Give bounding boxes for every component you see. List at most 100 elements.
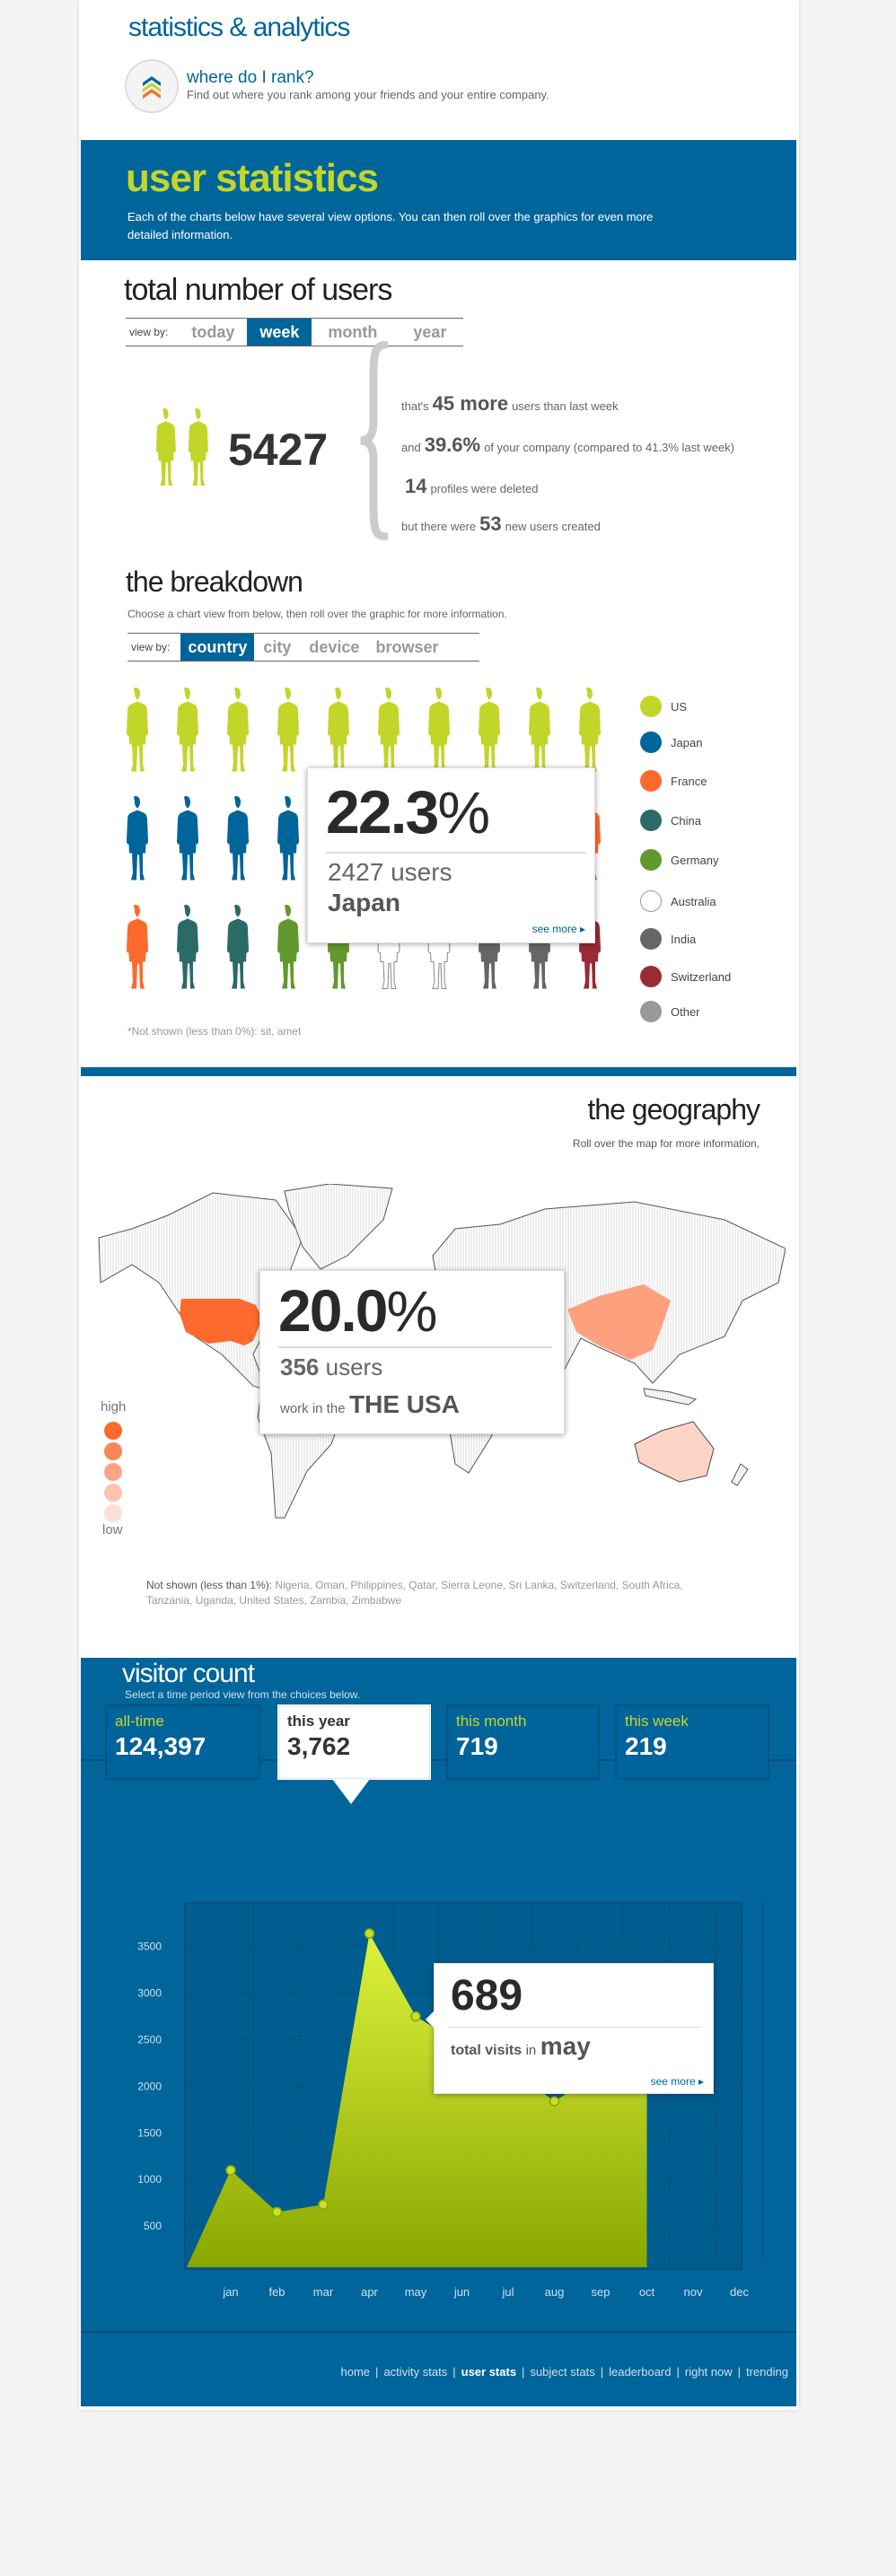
person-figure-japan[interactable] [227, 796, 249, 881]
legend-item-us[interactable]: US [640, 696, 687, 717]
person-figure-us[interactable] [529, 688, 550, 772]
tooltip-percent: 22.3 [326, 778, 439, 846]
section-title-visitor-count: visitor count [122, 1659, 255, 1688]
person-figure-china[interactable] [177, 905, 198, 989]
stat-post: profiles were deleted [430, 482, 539, 495]
map-new-zealand[interactable] [731, 1463, 749, 1486]
x-tick-label: mar [313, 2285, 334, 2299]
legend-item-germany[interactable]: Germany [640, 849, 718, 871]
map-country-usa[interactable] [180, 1299, 262, 1345]
tooltip-month: may [540, 2032, 591, 2060]
tooltip-in: in [525, 2043, 537, 2058]
section-divider [81, 1067, 796, 1076]
period-this-month[interactable]: this month 719 [446, 1704, 600, 1780]
data-point-aug[interactable] [549, 2096, 560, 2107]
legend-label: Australia [671, 894, 716, 908]
nav-link-trending[interactable]: trending [746, 2365, 788, 2379]
section-title-breakdown: the breakdown [126, 565, 303, 598]
period-this-week[interactable]: this week 219 [615, 1704, 769, 1780]
nav-link-activity-stats[interactable]: activity stats [383, 2365, 448, 2379]
stat-number: 39.6% [424, 434, 481, 456]
tab-device[interactable]: device [309, 638, 360, 656]
tab-today[interactable]: today [191, 323, 235, 341]
tab-year[interactable]: year [413, 323, 447, 341]
person-figure-us[interactable] [177, 688, 198, 772]
person-figure-us[interactable] [328, 688, 349, 772]
tab-browser[interactable]: browser [375, 638, 439, 656]
map-greenland[interactable] [284, 1184, 393, 1270]
map-country-australia[interactable] [634, 1421, 715, 1483]
person-figure-france[interactable] [127, 905, 148, 989]
scale-dot [104, 1484, 122, 1502]
data-point-mar[interactable] [318, 2199, 329, 2210]
legend-item-other[interactable]: Other [640, 1001, 700, 1022]
nav-link-user-stats[interactable]: user stats [461, 2365, 517, 2379]
x-tick-label: feb [268, 2285, 285, 2299]
breakdown-footnote: *Not shown (less than 0%): sit, amet [127, 1025, 302, 1038]
rank-link[interactable]: where do I rank? [187, 68, 314, 87]
person-figure-japan[interactable] [277, 796, 299, 881]
person-figure-us[interactable] [479, 688, 500, 772]
person-figure-us[interactable] [227, 688, 249, 772]
stat-post: new users created [505, 520, 601, 533]
nav-link-right-now[interactable]: right now [684, 2365, 733, 2379]
y-tick-label: 2000 [137, 2080, 162, 2092]
see-more-label[interactable]: see more [531, 923, 577, 935]
legend-item-australia[interactable]: Australia [640, 890, 716, 912]
legend-item-switzerland[interactable]: Switzerland [640, 966, 731, 987]
stat-pre: that's [401, 399, 429, 413]
person-figure-us[interactable] [127, 688, 148, 772]
period-this-year[interactable]: this year 3,762 [277, 1704, 431, 1780]
nav-link-leaderboard[interactable]: leaderboard [609, 2365, 672, 2379]
rank-icon[interactable] [125, 59, 179, 113]
person-figure-us[interactable] [579, 688, 601, 772]
legend-item-japan[interactable]: Japan [640, 732, 702, 753]
y-tick-label: 1500 [137, 2126, 162, 2139]
period-all-time[interactable]: all-time 124,397 [105, 1704, 260, 1780]
stat-number: 45 more [432, 392, 509, 415]
see-more-link[interactable]: see more ▸ [651, 2075, 704, 2088]
person-figure-germany[interactable] [277, 905, 299, 989]
tab-city[interactable]: city [263, 638, 292, 656]
legend-label: Switzerland [671, 969, 732, 984]
map-indonesia[interactable] [643, 1388, 698, 1406]
person-figure-us[interactable] [378, 688, 400, 772]
legend-item-india[interactable]: India [640, 928, 696, 950]
person-figure-china[interactable] [227, 905, 249, 989]
map-country-china[interactable] [567, 1284, 671, 1360]
person-figure-us[interactable] [428, 688, 450, 772]
nav-link-home[interactable]: home [340, 2365, 371, 2379]
tab-month[interactable]: month [328, 323, 378, 341]
see-more-link[interactable]: see more ▸ [532, 923, 585, 935]
y-tick-label: 3000 [137, 1987, 162, 2000]
data-point-feb[interactable] [271, 2206, 283, 2218]
period-value: 3,762 [287, 1732, 351, 1760]
legend-item-france[interactable]: France [640, 770, 707, 792]
data-point-apr[interactable] [364, 1928, 375, 1939]
legend-item-china[interactable]: China [640, 810, 701, 831]
stat-line: that's 45 more users than last week [401, 392, 619, 416]
x-tick-label: jun [453, 2285, 470, 2299]
nav-link-subject-stats[interactable]: subject stats [530, 2365, 595, 2379]
data-point-jan[interactable] [225, 2165, 236, 2176]
visits-chart[interactable]: 500 1000 1500 2000 2500 3000 3500 jan feb mar apr m… [117, 1885, 763, 2316]
tab-country[interactable]: country [180, 634, 255, 661]
pointer-arrow [332, 1779, 370, 1804]
see-more-label[interactable]: see more [650, 2075, 696, 2088]
data-point-may[interactable] [410, 2011, 421, 2022]
breakdown-description: Choose a chart view from below, then rol… [127, 608, 507, 620]
legend-swatch [640, 696, 662, 717]
banner-title: user statistics [126, 156, 379, 200]
y-tick-label: 2500 [137, 2034, 162, 2046]
person-figure-japan[interactable] [127, 796, 148, 881]
person-figure-japan[interactable] [177, 796, 198, 881]
tab-week[interactable]: week [247, 319, 312, 346]
person-figure-us[interactable] [277, 688, 299, 772]
period-label: this week [625, 1713, 689, 1730]
period-value: 219 [625, 1732, 667, 1760]
legend-label: Other [671, 1004, 700, 1019]
x-tick-label: dec [730, 2285, 749, 2299]
geography-description: Roll over the map for more information, [572, 1137, 760, 1150]
x-tick-label: oct [639, 2285, 655, 2299]
legend-low-label: low [102, 1522, 123, 1538]
